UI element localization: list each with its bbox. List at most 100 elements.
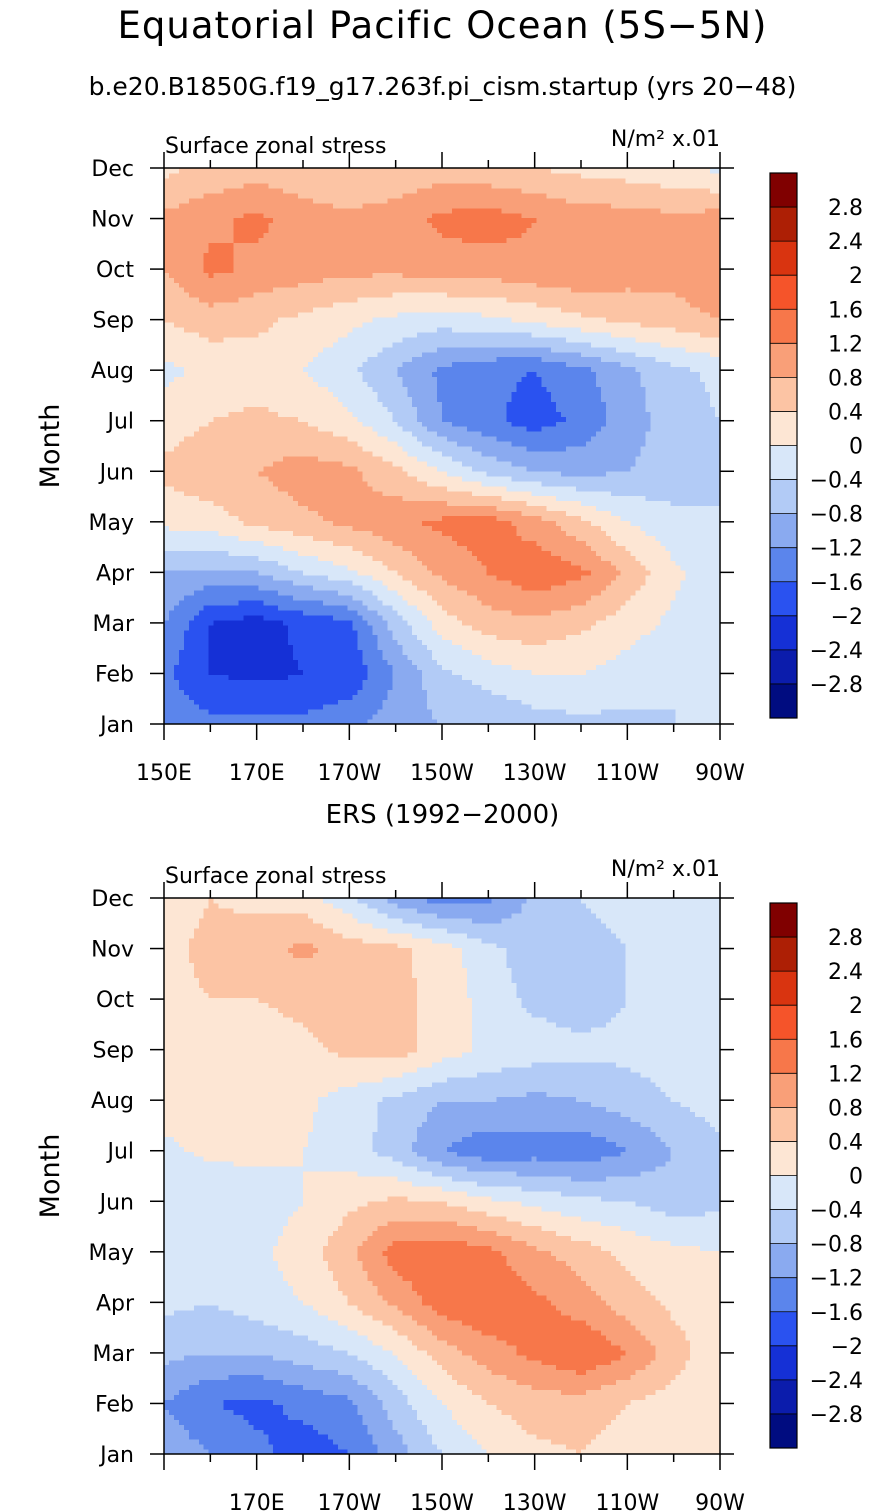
contour-cell xyxy=(312,619,319,626)
contour-cell xyxy=(303,694,309,700)
contour-cell xyxy=(595,594,602,601)
contour-cell xyxy=(273,614,279,621)
contour-cell xyxy=(546,575,552,581)
contour-cell xyxy=(312,709,319,715)
contour-cell xyxy=(248,530,254,536)
contour-cell xyxy=(456,614,463,621)
contour-cell xyxy=(546,540,552,546)
contour-cell xyxy=(317,604,324,611)
contour-cell xyxy=(392,530,398,536)
contour-cell xyxy=(437,654,443,661)
contour-cell xyxy=(680,604,686,611)
contour-cell xyxy=(437,624,443,631)
contour-cell xyxy=(685,674,691,680)
contour-cell xyxy=(625,674,632,680)
contour-cell xyxy=(655,599,662,606)
contour-cell xyxy=(576,604,582,611)
contour-cell xyxy=(595,520,602,527)
contour-cell xyxy=(486,659,493,666)
contour-cell xyxy=(660,619,666,626)
contour-cell xyxy=(402,555,408,561)
contour-cell xyxy=(193,515,200,522)
contour-cell xyxy=(347,679,354,685)
contour-cell xyxy=(700,619,706,626)
contour-cell xyxy=(521,565,527,571)
contour-cell xyxy=(605,580,612,586)
contour-cell xyxy=(501,545,508,551)
contour-cell xyxy=(253,684,259,690)
contour-cell xyxy=(392,599,398,606)
contour-cell xyxy=(317,515,324,522)
contour-cell xyxy=(193,535,200,541)
contour-cell xyxy=(377,585,384,591)
contour-cell xyxy=(412,545,418,551)
contour-cell xyxy=(173,639,180,646)
contour-cell xyxy=(342,649,349,656)
contour-cell xyxy=(268,530,274,536)
contour-cell xyxy=(571,659,577,666)
contour-cell xyxy=(615,540,622,546)
contour-cell xyxy=(670,679,676,685)
contour-cell xyxy=(615,570,622,576)
contour-cell xyxy=(675,555,681,561)
contour-cell xyxy=(546,555,552,561)
contour-cell xyxy=(258,540,264,546)
contour-cell xyxy=(446,505,453,512)
contour-cell xyxy=(188,500,195,507)
contour-cell xyxy=(307,505,314,512)
contour-cell xyxy=(481,684,488,690)
contour-cell xyxy=(461,714,468,720)
contour-cell xyxy=(600,674,607,680)
contour-cell xyxy=(556,649,562,656)
contour-cell xyxy=(278,550,284,556)
contour-cell xyxy=(665,654,671,661)
contour-cell xyxy=(243,540,249,546)
contour-cell xyxy=(516,719,523,725)
contour-cell xyxy=(327,565,334,571)
contour-cell xyxy=(715,704,721,710)
contour-cell xyxy=(392,674,398,680)
contour-cell xyxy=(531,684,537,690)
contour-cell xyxy=(193,629,200,636)
contour-cell xyxy=(516,540,523,546)
contour-cell xyxy=(655,540,662,546)
contour-cell xyxy=(496,580,503,586)
contour-cell xyxy=(303,589,309,596)
contour-cell xyxy=(357,644,364,651)
contour-cell xyxy=(173,704,180,710)
contour-cell xyxy=(511,580,518,586)
contour-cell xyxy=(670,694,676,700)
contour-cell xyxy=(268,540,274,546)
contour-cell xyxy=(223,644,230,651)
contour-cell xyxy=(427,520,433,527)
contour-cell xyxy=(566,570,572,576)
contour-cell xyxy=(327,505,334,512)
contour-cell xyxy=(501,594,508,601)
contour-cell xyxy=(635,654,642,661)
contour-cell xyxy=(238,560,245,566)
contour-cell xyxy=(541,619,547,626)
contour-cell xyxy=(332,540,339,546)
contour-cell xyxy=(327,719,334,725)
contour-cell xyxy=(571,714,577,720)
contour-cell xyxy=(471,634,478,641)
contour-cell xyxy=(576,599,582,606)
contour-cell xyxy=(183,580,190,586)
contour-cell xyxy=(526,624,532,631)
contour-cell xyxy=(685,609,691,616)
contour-cell xyxy=(233,619,240,626)
contour-cell xyxy=(700,689,706,695)
contour-cell xyxy=(476,510,483,517)
contour-cell xyxy=(670,550,676,556)
contour-cell xyxy=(173,580,180,586)
contour-cell xyxy=(248,649,254,656)
contour-cell xyxy=(620,594,627,601)
contour-cell xyxy=(437,570,443,576)
contour-cell xyxy=(178,604,185,611)
contour-cell xyxy=(367,545,374,551)
contour-cell xyxy=(288,664,294,670)
contour-cell xyxy=(367,669,374,675)
contour-cell xyxy=(382,659,388,666)
contour-cell xyxy=(675,515,681,522)
contour-cell xyxy=(372,659,379,666)
